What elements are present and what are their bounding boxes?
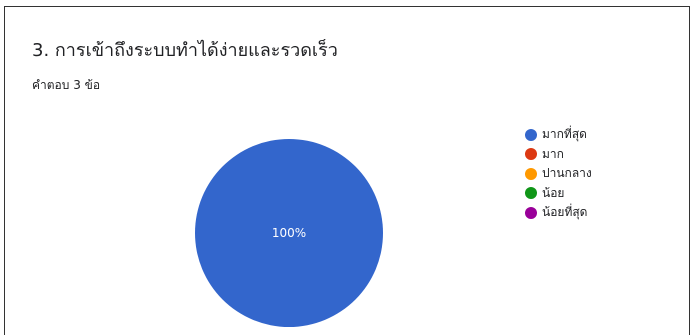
pie-chart: 100%: [195, 139, 383, 327]
legend-label: น้อยที่สุด: [542, 205, 588, 220]
pie-slice-0: [195, 139, 383, 327]
legend-label: มาก: [542, 146, 564, 161]
pie-slice-labels: 100%: [272, 226, 306, 240]
legend-swatch: [525, 167, 537, 180]
legend-swatch: [525, 128, 537, 141]
legend-label: มากที่สุด: [542, 127, 587, 142]
pie-label-slice-0: 100%: [272, 226, 306, 240]
legend-swatch: [525, 206, 537, 219]
pie-slices: [195, 139, 383, 327]
legend-swatch: [525, 148, 537, 161]
legend-item: น้อยที่สุด: [525, 203, 592, 223]
legend-item: มากที่สุด: [525, 125, 592, 145]
chart-card: 3. การเข้าถึงระบบทำได้ง่ายและรวดเร็ว คำต…: [4, 6, 690, 335]
legend-item: มาก: [525, 145, 592, 165]
chart-legend: มากที่สุดมากปานกลางน้อยน้อยที่สุด: [525, 125, 592, 223]
legend-item: ปานกลาง: [525, 164, 592, 184]
legend-swatch: [525, 187, 537, 200]
response-count: คำตอบ 3 ข้อ: [32, 78, 101, 92]
legend-label: น้อย: [542, 185, 565, 200]
question-title: 3. การเข้าถึงระบบทำได้ง่ายและรวดเร็ว: [32, 40, 338, 61]
legend-item: น้อย: [525, 184, 592, 204]
legend-label: ปานกลาง: [542, 166, 592, 181]
